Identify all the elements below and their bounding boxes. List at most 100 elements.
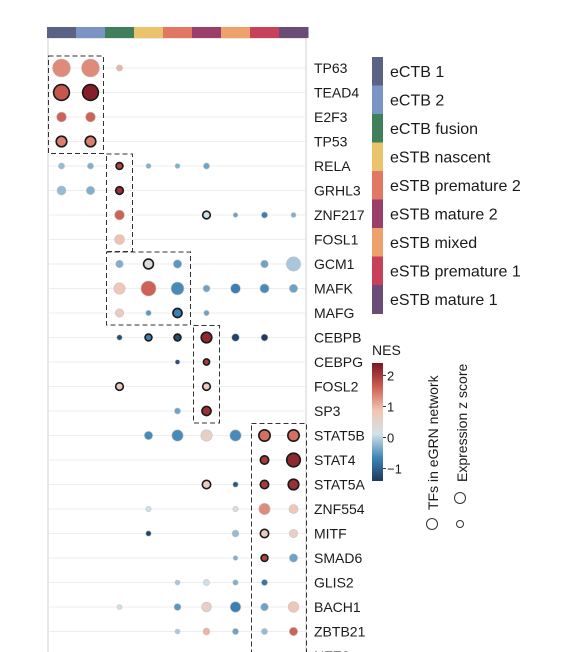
dot-marker	[145, 163, 152, 169]
dot-marker	[232, 481, 239, 488]
dot-marker	[232, 579, 239, 586]
highlight-boxes	[48, 55, 307, 652]
dot-marker	[174, 163, 181, 169]
dot-marker	[116, 604, 123, 610]
outline-legend-title: TFs in eGRN network	[425, 374, 441, 510]
dot-marker	[260, 553, 269, 563]
tf-row-labels: TP63 TEAD4 E2F3 TP53 RELA GRHL3 ZNF217 FOSL1 GCM…	[314, 60, 366, 652]
dot-marker	[260, 259, 269, 269]
row-label: TP63	[314, 60, 348, 76]
row-label: SMAD6	[314, 550, 362, 566]
dot-marker	[288, 504, 299, 514]
dot-marker	[259, 283, 270, 294]
row-label: STAT5B	[314, 428, 365, 444]
dot-marker	[203, 162, 210, 170]
dot-marker	[114, 234, 125, 245]
dot-marker	[200, 429, 213, 442]
legend-swatch	[372, 114, 383, 143]
row-label: STAT5A	[314, 477, 365, 493]
dot-marker	[140, 280, 157, 297]
dot-marker	[201, 479, 212, 490]
dot-marker	[174, 407, 181, 415]
dot-marker	[259, 528, 270, 539]
dot-marker	[229, 601, 242, 613]
row-label: ZNF217	[314, 207, 365, 223]
colorbar-tick-label: 1	[387, 399, 394, 414]
dot-marker	[201, 405, 212, 417]
colorbar-tick-label: 2	[387, 368, 394, 383]
dot-marker	[289, 284, 298, 293]
dot-marker	[229, 429, 242, 442]
dot-marker	[286, 256, 301, 272]
colorbar-tick-label: −1	[387, 462, 402, 477]
dot-marker	[201, 381, 212, 392]
row-label: NFE2	[314, 648, 350, 652]
dot-marker	[145, 530, 152, 537]
colorbar-gradient	[372, 363, 383, 481]
dot-marker	[116, 334, 123, 341]
dot-marker	[200, 331, 213, 344]
dot-markers	[52, 58, 302, 636]
dot-marker	[173, 333, 182, 342]
dot-marker	[290, 212, 297, 218]
dot-marker	[259, 455, 270, 465]
row-label: E2F3	[314, 109, 348, 125]
dot-marker	[289, 529, 298, 538]
dot-marker	[232, 505, 239, 513]
nes-colorbar: NES 2 1 0 −1	[372, 342, 402, 481]
dot-marker	[261, 579, 268, 586]
legend-swatch	[372, 85, 383, 115]
size-legend-title: Expression z score	[454, 364, 470, 482]
dot-marker	[174, 579, 181, 586]
dot-marker	[81, 83, 100, 102]
row-label: RELA	[314, 158, 351, 174]
dot-marker	[201, 210, 212, 220]
dot-marker	[203, 579, 210, 586]
legend-swatch	[372, 256, 383, 286]
dot-marker	[261, 628, 268, 635]
dot-marker	[258, 503, 271, 515]
dot-marker	[231, 333, 240, 342]
dot-marker	[202, 358, 211, 366]
legend-swatch	[372, 171, 383, 200]
size-legend-circle-small	[456, 520, 464, 528]
legend-label: eSTB mature 2	[390, 207, 498, 224]
legend-label: eSTB mature 1	[390, 292, 498, 309]
highlight-box	[106, 251, 191, 326]
legend-label: eCTB 1	[390, 64, 444, 81]
legend-label: eSTB premature 2	[390, 178, 521, 195]
column-header-swatch	[105, 27, 135, 38]
dot-marker	[172, 307, 183, 319]
row-label: FOSL1	[314, 232, 359, 248]
row-label: MITF	[314, 526, 347, 542]
row-label: BACH1	[314, 599, 361, 615]
dot-marker	[231, 529, 240, 538]
highlight-box	[251, 423, 307, 652]
column-header-swatch	[134, 27, 164, 38]
dot-marker	[174, 628, 181, 635]
dot-marker	[142, 258, 155, 270]
legend-swatch	[372, 285, 383, 314]
dot-marker	[287, 429, 300, 442]
column-header-swatch	[221, 27, 251, 38]
row-label: MAFG	[314, 305, 354, 321]
dot-marker	[145, 309, 152, 317]
dot-marker	[203, 309, 210, 317]
highlight-box	[48, 55, 104, 154]
dot-marker	[113, 282, 126, 295]
dot-marker	[115, 259, 124, 269]
dot-marker	[289, 553, 298, 563]
dot-marker	[261, 211, 268, 219]
dot-marker	[285, 452, 302, 468]
colorbar-tick-label: 0	[387, 431, 394, 446]
cell-type-legend: eCTB 1 eCTB 2 eCTB fusion eSTB nascent eSTB …	[372, 57, 521, 314]
dot-marker	[85, 111, 96, 123]
dot-marker	[55, 135, 68, 148]
dot-marker	[260, 602, 269, 612]
dot-marker	[56, 185, 67, 196]
dot-marker	[114, 209, 125, 221]
dot-marker	[114, 381, 125, 392]
colorbar-title: NES	[372, 342, 401, 358]
dot-marker	[115, 161, 124, 171]
dot-marker	[258, 429, 271, 442]
